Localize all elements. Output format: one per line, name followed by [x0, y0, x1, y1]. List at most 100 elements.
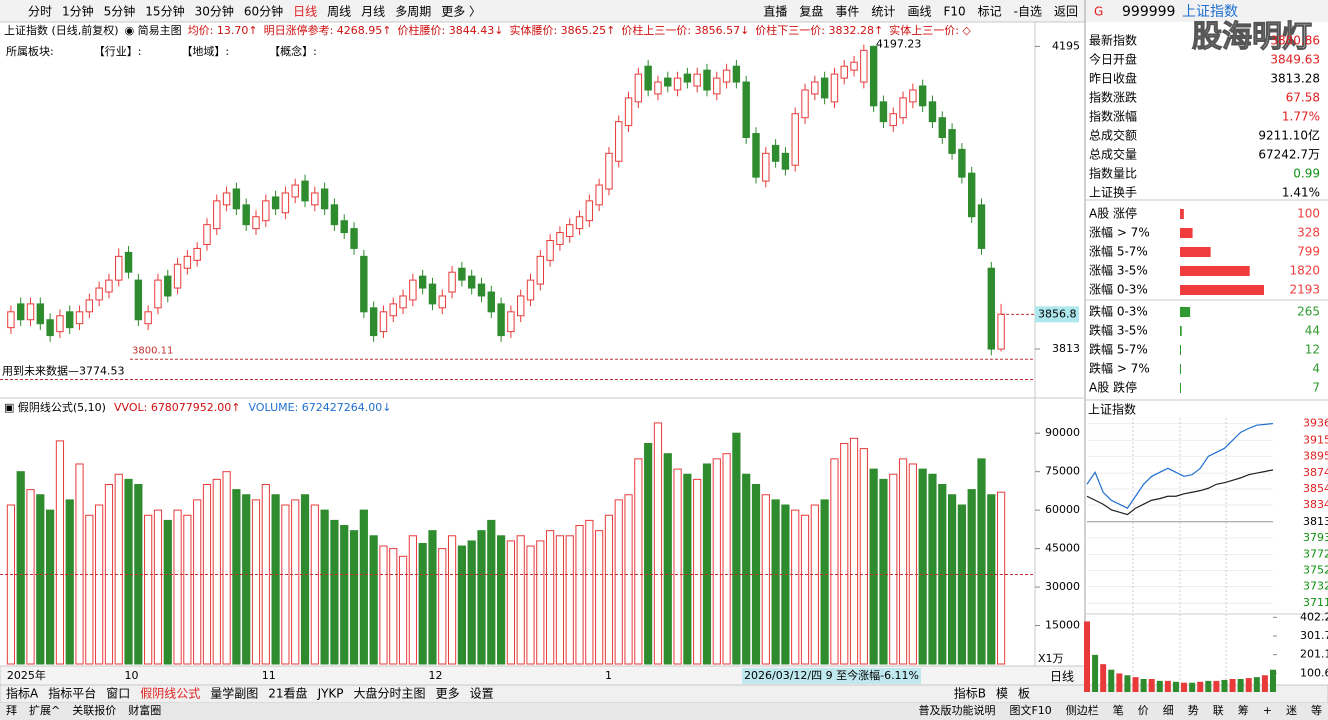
status-item[interactable]: 筹 [1238, 703, 1249, 717]
candle-body [722, 69, 731, 83]
candle-body [713, 77, 721, 95]
indicator-tab[interactable]: JYKP [317, 687, 344, 701]
status-item[interactable]: 笔 [1113, 703, 1124, 717]
volume-bar [281, 504, 290, 665]
volume-bar [408, 535, 417, 665]
quote-label: 总成交额 [1089, 128, 1137, 143]
status-item[interactable]: 等 [1311, 703, 1322, 717]
candle-body [654, 81, 662, 95]
period-tab[interactable]: 1分钟 [62, 4, 94, 19]
indicator-tab[interactable]: 21看盘 [268, 686, 307, 701]
volume-bar [467, 540, 476, 665]
period-tab[interactable]: 30分钟 [195, 4, 234, 19]
dist-bar [1180, 285, 1264, 295]
sector-label: 【概念】: [269, 44, 317, 58]
price-tag [1035, 306, 1079, 323]
info-item: 明日涨停参考: 4268.95↑ [264, 23, 392, 37]
period-tab[interactable]: 日线 [293, 5, 317, 19]
volume-bar [761, 494, 770, 665]
candle-body [977, 204, 986, 249]
mini-volume-bar [1181, 682, 1188, 692]
volume-bar [330, 519, 339, 665]
mini-volume-bar [1261, 675, 1268, 692]
tool-button[interactable]: -自选 [1014, 5, 1042, 19]
volume-bar [653, 422, 663, 665]
period-tab[interactable]: 60分钟 [244, 4, 283, 19]
candle-body [85, 299, 94, 313]
status-item[interactable]: 迷 [1286, 704, 1297, 717]
quote-name: 上证指数 [1182, 4, 1238, 20]
tool-button[interactable]: 复盘 [799, 4, 823, 19]
volume-bar [928, 473, 937, 665]
candle-body [271, 196, 280, 210]
date-tab[interactable]: 日线 [1050, 670, 1074, 684]
status-item[interactable]: 联 [1213, 704, 1224, 717]
mini-volume-bar [1100, 664, 1107, 692]
mini-volume-bar [1164, 680, 1171, 692]
tool-button[interactable]: 返回 [1054, 5, 1078, 19]
candle-body [664, 77, 672, 87]
indicator-tab[interactable]: 指标B [954, 686, 986, 701]
tool-button[interactable]: 统计 [871, 5, 895, 19]
quote-label: 指数涨跌 [1089, 90, 1137, 105]
period-tab[interactable]: 月线 [361, 5, 385, 19]
candle-body [105, 279, 113, 293]
mini-vtick-label: 100.6万 [1300, 666, 1328, 679]
volume-bar [516, 535, 525, 665]
indicator-tab[interactable]: 窗口 [106, 687, 130, 701]
status-item[interactable]: 关联报价 [72, 703, 116, 717]
candle-body [526, 279, 535, 301]
tool-button[interactable]: 事件 [835, 5, 859, 19]
candle-body [154, 279, 162, 309]
status-item[interactable]: 普及版功能说明 [918, 703, 995, 717]
status-item[interactable]: 图文F10 [1009, 703, 1051, 717]
volume-bar [242, 494, 251, 665]
status-item[interactable]: 拜 [6, 704, 17, 717]
tool-button[interactable]: 直播 [763, 5, 787, 19]
indicator-tab[interactable]: 指标A [6, 686, 39, 701]
status-item[interactable]: 财富圈 [128, 703, 161, 717]
tool-button[interactable]: 画线 [907, 5, 931, 19]
status-item[interactable]: 扩展^ [29, 703, 60, 717]
indicator-tab[interactable]: 假阴线公式 [140, 687, 200, 701]
status-item[interactable]: 价 [1138, 704, 1149, 717]
volume-bar [957, 504, 966, 665]
indicator-tab[interactable]: 大盘分时主图 [354, 686, 426, 701]
candle-body [252, 216, 260, 230]
candle-body [556, 232, 564, 245]
indicator-tab[interactable]: 板 [1018, 687, 1030, 701]
dist-value: 1820 [1289, 264, 1320, 278]
candle-body [536, 255, 545, 285]
candle-body [46, 319, 54, 337]
period-tab[interactable]: 更多 〉 [441, 5, 481, 19]
indicator-tab[interactable]: 设置 [470, 687, 494, 701]
volume-bar [369, 535, 378, 665]
period-tab[interactable]: 多周期 [395, 5, 431, 19]
indicator-tab[interactable]: 量学副图 [210, 686, 258, 701]
mini-tick-label: 3793 [1303, 531, 1328, 544]
period-tab[interactable]: 周线 [327, 5, 351, 19]
x-tick-label: 1 [605, 669, 612, 682]
indicator-tab[interactable]: 模 [996, 687, 1008, 701]
tool-button[interactable]: 标记 [978, 5, 1002, 19]
volume-bar [918, 468, 927, 665]
status-item[interactable]: 势 [1188, 704, 1199, 717]
candle-body [134, 279, 143, 321]
status-item[interactable]: 细 [1163, 704, 1174, 717]
period-tab[interactable]: 15分钟 [145, 4, 184, 19]
candle-body [566, 224, 574, 238]
status-item[interactable]: + [1263, 704, 1272, 717]
volume-bar [398, 555, 408, 665]
indicator-tab[interactable]: 更多 [436, 687, 460, 701]
indicator-tab[interactable]: 指标平台 [48, 686, 96, 701]
volume-bar [996, 491, 1006, 665]
period-tab[interactable]: 分时 [28, 5, 52, 19]
volume-bar [526, 545, 535, 665]
dist-label: A股 跌停 [1089, 380, 1137, 395]
status-item[interactable]: 侧边栏 [1066, 703, 1099, 717]
mini-volume-bar [1253, 677, 1260, 692]
period-tab[interactable]: 5分钟 [104, 4, 136, 19]
volume-bar [85, 514, 94, 665]
volume-bar [830, 458, 839, 665]
tool-button[interactable]: F10 [943, 5, 965, 19]
